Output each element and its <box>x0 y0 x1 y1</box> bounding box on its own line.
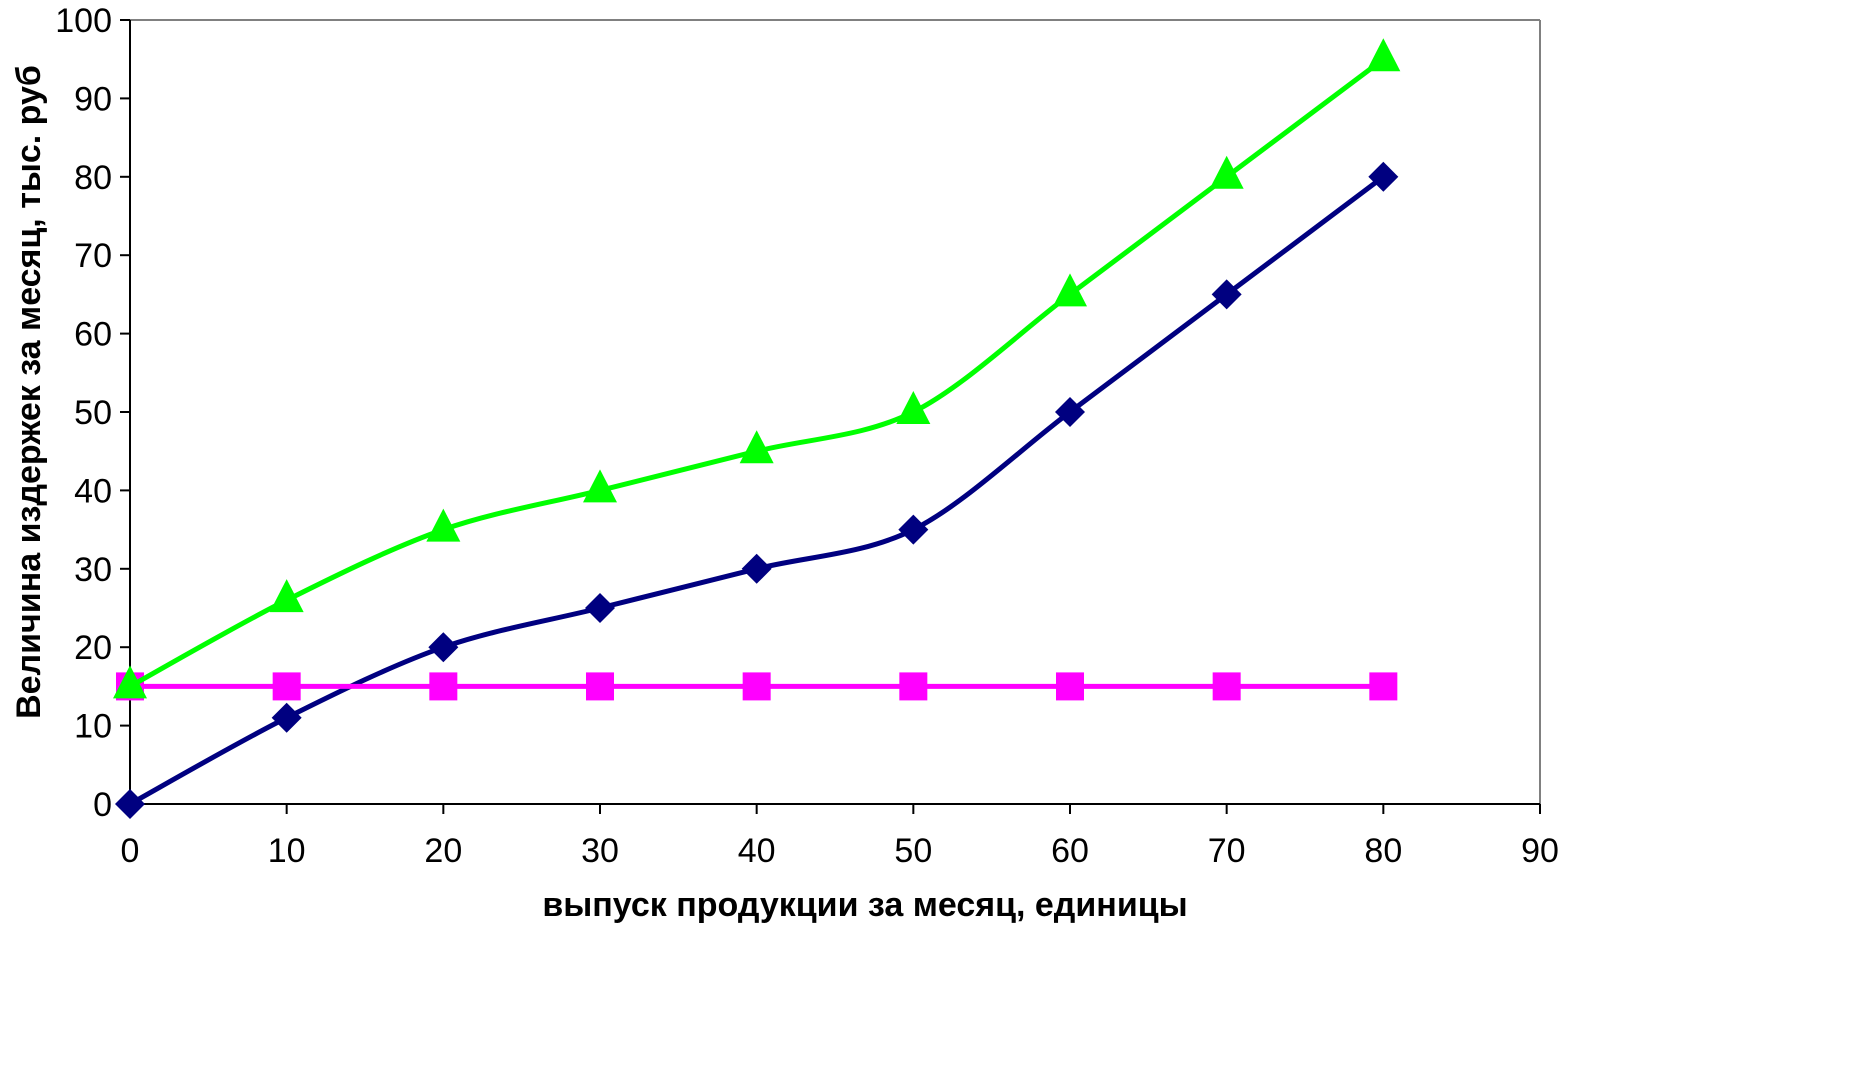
data-point-triangle <box>583 469 617 503</box>
x-tick-label: 70 <box>1208 832 1246 870</box>
data-point-triangle <box>426 508 461 542</box>
data-point-triangle <box>113 665 147 699</box>
y-tick-label: 0 <box>93 786 112 824</box>
data-point-triangle <box>739 430 774 464</box>
data-point-triangle <box>1209 155 1244 189</box>
y-tick-label: 50 <box>74 394 112 432</box>
data-point-diamond <box>1368 161 1399 192</box>
y-tick-label: 30 <box>74 551 112 589</box>
data-point-diamond <box>585 593 615 623</box>
data-point-diamond <box>1211 279 1242 310</box>
data-point-square <box>429 672 458 701</box>
data-point-diamond <box>1055 397 1085 427</box>
data-point-square <box>742 672 771 701</box>
data-point-square <box>1056 672 1084 701</box>
x-tick-label: 60 <box>1051 832 1089 870</box>
x-tick-label: 0 <box>121 832 140 870</box>
x-tick-label: 10 <box>268 832 306 870</box>
series-1 <box>115 161 1399 819</box>
y-tick-label: 90 <box>74 80 112 118</box>
series-1-line <box>127 174 1386 807</box>
y-tick-label: 40 <box>74 472 112 510</box>
data-point-diamond <box>115 789 145 819</box>
data-point-triangle <box>269 579 304 613</box>
data-point-diamond <box>741 553 772 584</box>
series-layer <box>113 38 1401 819</box>
data-point-diamond <box>898 514 929 545</box>
x-tick-label: 40 <box>738 832 776 870</box>
y-tick-label: 80 <box>74 159 112 197</box>
data-point-triangle <box>1053 273 1087 307</box>
x-tick-label: 30 <box>581 832 619 870</box>
y-tick-label: 20 <box>74 629 112 667</box>
series-3-line <box>127 56 1386 689</box>
series-2 <box>116 672 1398 701</box>
data-point-triangle <box>1366 38 1401 72</box>
data-point-square <box>272 672 301 701</box>
data-point-square <box>899 672 928 701</box>
x-axis-title: выпуск продукции за месяц, единицы <box>542 886 1187 924</box>
data-point-diamond <box>428 632 459 663</box>
y-axis-title: Величина издержек за месяц, тыс. руб <box>10 65 48 719</box>
data-point-square <box>1369 672 1398 701</box>
data-point-triangle <box>896 391 931 424</box>
y-tick-label: 100 <box>55 2 112 40</box>
data-point-square <box>586 672 614 701</box>
series-3 <box>113 38 1401 699</box>
x-tick-label: 20 <box>424 832 462 870</box>
x-tick-label: 80 <box>1364 832 1402 870</box>
y-tick-label: 10 <box>74 708 112 746</box>
data-point-square <box>1212 672 1241 701</box>
y-tick-label: 70 <box>74 237 112 275</box>
x-tick-label: 50 <box>894 832 932 870</box>
x-tick-label: 90 <box>1521 832 1559 870</box>
y-tick-label: 60 <box>74 316 112 354</box>
y-axis-ticks: 0 10 20 30 40 50 60 70 80 90 100 <box>55 2 130 824</box>
data-point-diamond <box>271 702 302 733</box>
x-axis-ticks: 0 10 20 30 40 50 60 70 80 90 <box>121 804 1559 870</box>
